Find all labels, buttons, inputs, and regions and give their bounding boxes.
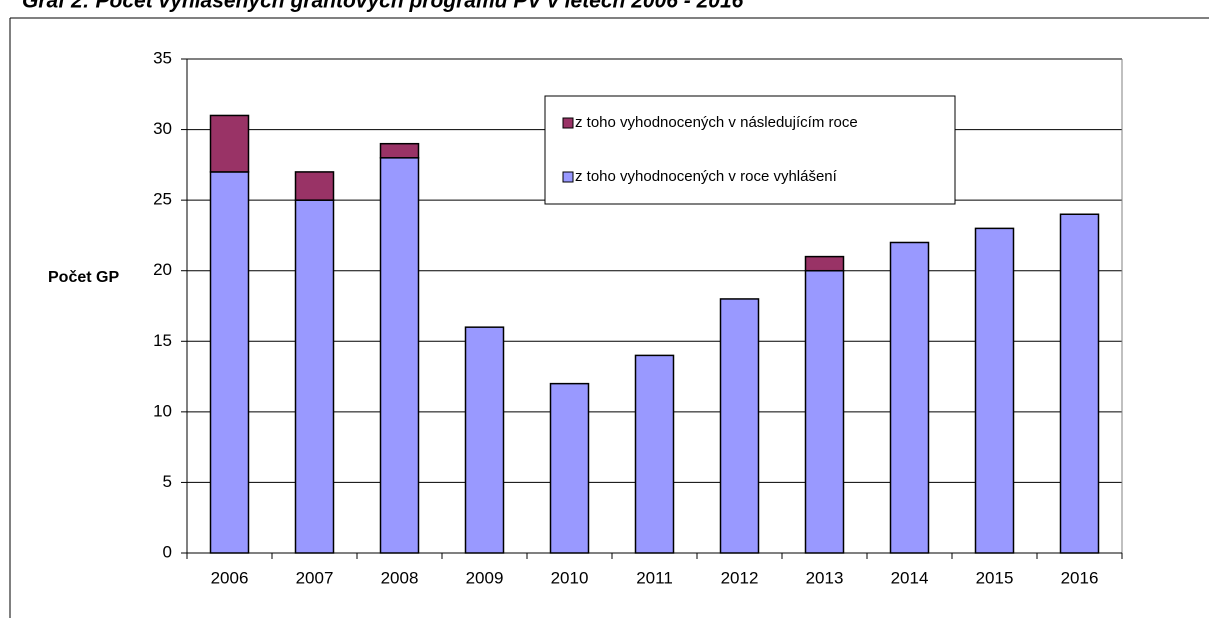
bar-segment xyxy=(549,382,590,554)
y-tick-label: 25 xyxy=(153,190,172,209)
x-tick-label: 2015 xyxy=(976,568,1014,587)
x-tick-label: 2014 xyxy=(891,568,929,587)
y-tick-label: 15 xyxy=(153,331,172,350)
y-tick-label: 10 xyxy=(153,401,172,420)
bar-segment xyxy=(634,354,675,554)
bar-segment xyxy=(1059,213,1100,554)
legend-label: z toho vyhodnocených v následujícím roce xyxy=(575,114,858,131)
y-tick-label: 20 xyxy=(153,260,172,279)
x-tick-label: 2012 xyxy=(721,568,759,587)
x-tick-label: 2009 xyxy=(466,568,504,587)
bar-segment xyxy=(379,157,420,554)
chart-title: Graf 2: Počet vyhlášených grantových pro… xyxy=(22,0,744,13)
y-tick-label: 0 xyxy=(163,542,172,561)
bar-segment xyxy=(804,255,845,272)
legend-swatch xyxy=(562,171,574,183)
bar-segment xyxy=(209,171,250,554)
x-tick-label: 2006 xyxy=(211,568,249,587)
bar-segment xyxy=(889,241,930,554)
legend-swatch xyxy=(562,117,574,129)
y-tick-label: 30 xyxy=(153,119,172,138)
x-tick-label: 2010 xyxy=(551,568,589,587)
bar-segment xyxy=(379,142,420,159)
bar-segment xyxy=(974,227,1015,554)
legend xyxy=(544,95,956,205)
x-tick-label: 2016 xyxy=(1061,568,1099,587)
bar-segment xyxy=(719,298,760,554)
x-tick-label: 2011 xyxy=(636,568,673,587)
y-axis-label: Počet GP xyxy=(48,269,119,286)
y-tick-label: 5 xyxy=(163,472,172,491)
legend-label: z toho vyhodnocených v roce vyhlášení xyxy=(575,168,838,185)
bar-segment xyxy=(294,199,335,554)
bar-segment xyxy=(209,114,250,173)
bar-segment xyxy=(294,171,335,201)
y-tick-label: 35 xyxy=(153,48,172,67)
bar-segment xyxy=(464,326,505,554)
bar-segment xyxy=(804,269,845,554)
x-tick-label: 2008 xyxy=(381,568,419,587)
x-tick-label: 2013 xyxy=(806,568,844,587)
x-tick-label: 2007 xyxy=(296,568,334,587)
